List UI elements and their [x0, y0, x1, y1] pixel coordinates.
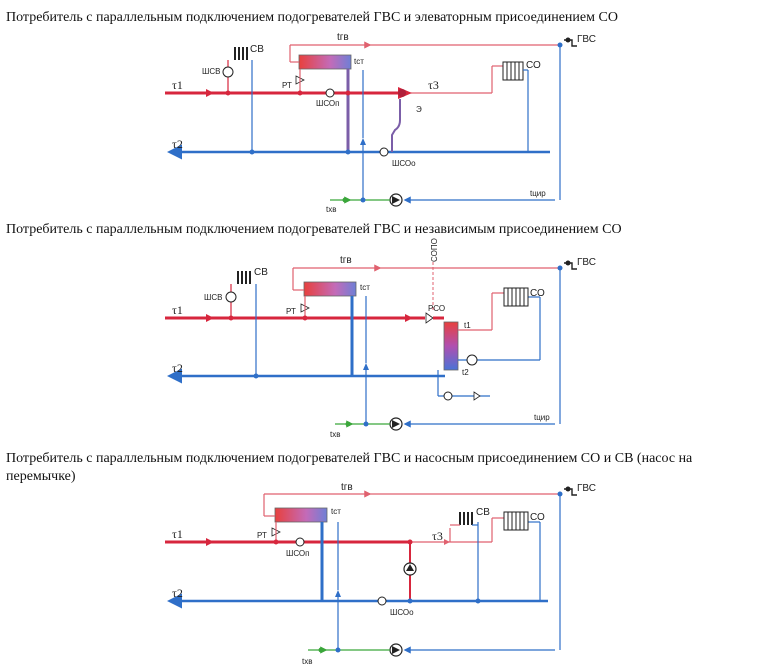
d3-label-tgv: tгв — [341, 482, 353, 493]
d2-pump-so-icon — [466, 354, 478, 366]
d1-label-e: Э — [416, 105, 422, 114]
d2-label-shsv: ШСВ — [204, 293, 222, 302]
d1-radiator-sv-icon — [234, 47, 248, 60]
d1-label-shsop: ШСОп — [316, 99, 340, 108]
d3-label-gvs: ГВС — [577, 483, 596, 494]
d2-label-sopo: СОПО — [430, 238, 439, 262]
d2-label-tt2: t2 — [462, 368, 469, 377]
d3-radiator-sv-icon — [459, 512, 473, 525]
d3-label-shsop: ШСОп — [286, 549, 310, 558]
d2-label-sv: СВ — [254, 267, 268, 278]
d1-label-so: СО — [526, 60, 541, 71]
d1-label-t3: τ3 — [428, 78, 439, 92]
d1-washer-shsop-icon — [325, 88, 335, 98]
d2-radiator-so-icon — [503, 287, 529, 307]
d3-radiator-so-icon — [503, 511, 529, 531]
d3-label-so: СО — [530, 512, 545, 523]
d3-label-t1: τ1 — [172, 527, 183, 541]
diagram2: τ1 τ2 tгв ГВС СВ СО ШСВ РТ tст РСО t1 t2… — [165, 238, 596, 439]
d2-washer-shsv-icon — [225, 291, 237, 303]
d2-label-rso: РСО — [428, 304, 445, 313]
d1-label-sv: СВ — [250, 44, 264, 55]
d1-label-shsoo: ШСОо — [392, 159, 416, 168]
d1-label-rt: РТ — [282, 81, 292, 90]
d3-label-rt: РТ — [257, 531, 267, 540]
d2-label-tcir: tцир — [534, 413, 550, 422]
d1-washer-shsoo-icon — [379, 147, 389, 157]
d3-washer-shsop-icon — [295, 537, 305, 547]
d2-heater-icon — [303, 281, 357, 297]
diagram3: τ1 τ2 τ3 tгв ГВС СВ СО РТ tст ШСОп ШСОо … — [165, 482, 596, 666]
diagram1-title: Потребитель с параллельным подключением … — [6, 10, 618, 25]
d3-label-shsoo: ШСОо — [390, 608, 414, 617]
d1-label-tgv: tгв — [337, 32, 349, 43]
diagram3-title: Потребитель с параллельным подключением … — [6, 451, 693, 484]
d1-radiator-so-icon — [502, 61, 524, 81]
d3-label-tst: tст — [331, 507, 341, 516]
d2-label-rt: РТ — [286, 307, 296, 316]
d1-label-txv: tхв — [326, 205, 336, 214]
d2-label-tgv: tгв — [340, 255, 352, 266]
d3-label-t3: τ3 — [432, 529, 443, 543]
d2-label-tt1: t1 — [464, 321, 471, 330]
d2-label-txv: tхв — [330, 430, 340, 439]
d1-label-tcir: tцир — [530, 189, 546, 198]
d1-label-t2: τ2 — [172, 137, 183, 151]
d2-heat-exchanger-icon — [443, 321, 459, 371]
d3-label-sv: СВ — [476, 507, 490, 518]
d3-heater-icon — [274, 507, 328, 523]
d2-radiator-sv-icon — [237, 271, 251, 284]
d2-label-t2: τ2 — [172, 361, 183, 375]
d1-label-tst: tст — [354, 57, 364, 66]
d2-label-t1: τ1 — [172, 303, 183, 317]
diagram2-title: Потребитель с параллельным подключением … — [6, 222, 622, 237]
d2-label-tst: tст — [360, 283, 370, 292]
d1-label-gvs: ГВС — [577, 34, 596, 45]
diagram1: τ1 τ2 τ3 tгв ГВС СВ СО ШСВ РТ tст ШСОп Ш… — [165, 32, 596, 214]
d1-label-shsv: ШСВ — [202, 67, 220, 76]
d2-label-gvs: ГВС — [577, 257, 596, 268]
d1-label-t1: τ1 — [172, 78, 183, 92]
d3-label-txv: tхв — [302, 657, 312, 666]
d1-heater-icon — [298, 54, 352, 70]
d1-washer-shsv-icon — [222, 66, 234, 78]
d2-label-so: СО — [530, 288, 545, 299]
d3-washer-shsoo-icon — [377, 596, 387, 606]
d2-valve-rso-icon — [425, 312, 434, 324]
d3-label-t2: τ2 — [172, 586, 183, 600]
